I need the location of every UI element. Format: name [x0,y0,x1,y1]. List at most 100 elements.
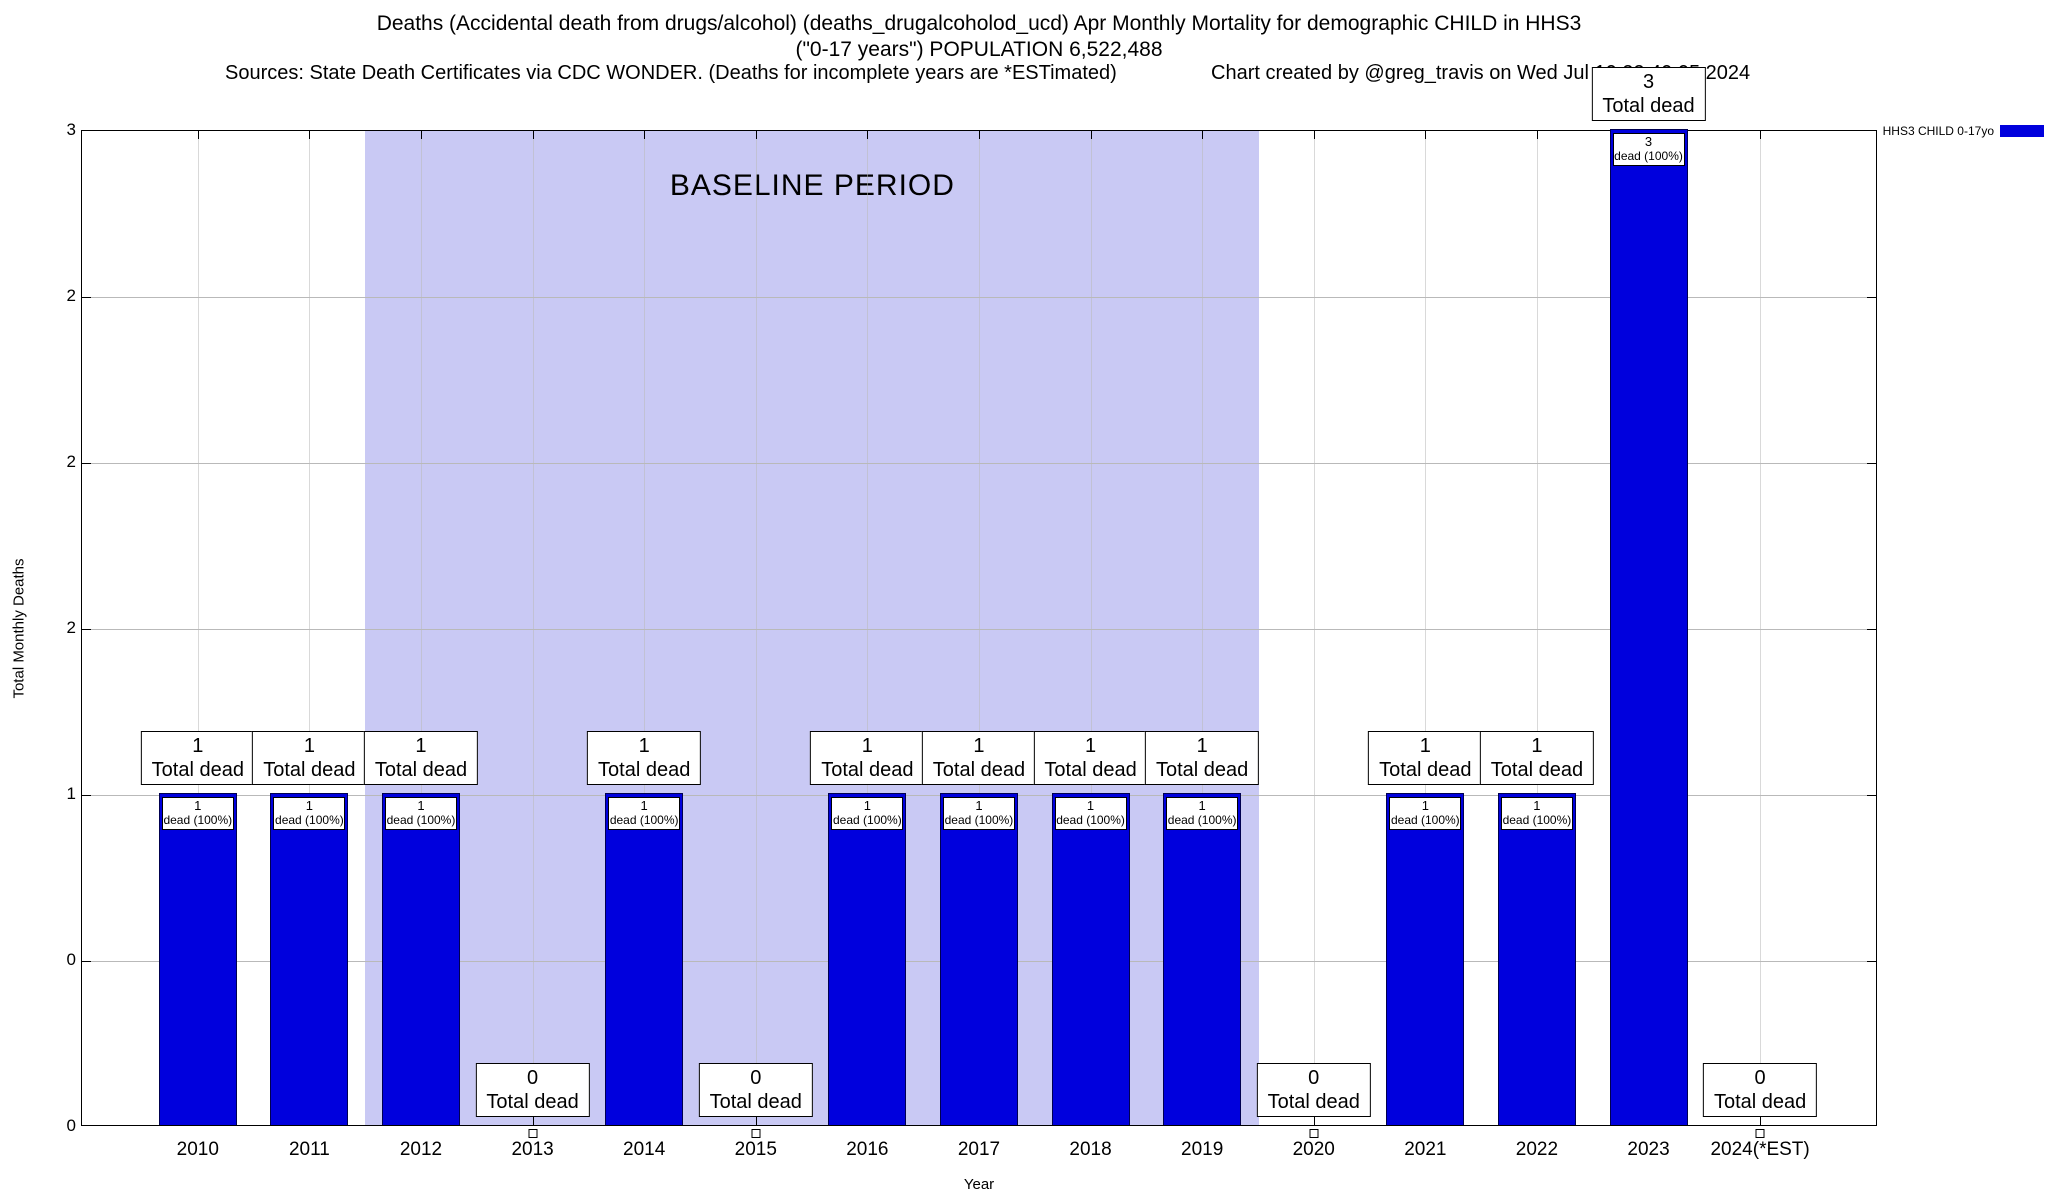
x-axis-label: Year [963,1176,995,1193]
bar-count-label: 3 dead (100%) [1612,133,1685,166]
zero-value-marker [1755,1129,1765,1138]
bar-count-label: 1 dead (100%) [1500,797,1573,830]
total-dead-suffix: Total dead [821,759,914,781]
y-tick-label: 0 [66,950,76,969]
gridline-x [420,131,422,1125]
x-tick-label: 2022 [1515,1139,1559,1160]
x-tick-label: 2020 [1292,1139,1335,1160]
total-dead-suffix: Total dead [932,759,1026,781]
x-tick-label: 2014 [623,1139,666,1160]
bar: 1 dead (100%) [1497,793,1576,1125]
y-tick-label: 1 [66,784,76,803]
gridline-x [1090,131,1092,1125]
x-tick-label: 2024(*EST) [1710,1139,1810,1160]
total-dead-value: 1 [1419,735,1431,757]
total-dead-suffix: Total dead [151,759,244,781]
bar: 1 dead (100%) [1051,793,1130,1125]
total-dead-label: 1 Total dead [1144,731,1260,785]
year-slot: 1 dead (100%) 1 Total dead 2014 [587,131,702,1160]
total-dead-label: 1 Total dead [140,731,255,785]
y-tick-label: 2 [66,452,76,471]
total-dead-label: 0 Total dead [475,1063,590,1117]
gridline-x [1536,131,1538,1125]
bar: 1 dead (100%) [381,793,460,1125]
total-dead-value: 0 [750,1067,762,1089]
bar-count-suffix: dead (100%) [386,812,456,827]
year-slot: 1 dead (100%) 1 Total dead 2017 [921,131,1037,1160]
total-dead-value: 0 [1308,1067,1320,1089]
x-tickmark-top [197,131,199,139]
total-dead-label: 1 Total dead [587,731,702,785]
bar-count-label: 1 dead (100%) [1389,797,1462,830]
gridline-x [532,131,534,1125]
total-dead-suffix: Total dead [1044,759,1137,781]
gridline-x [197,131,199,1125]
year-slot: 1 dead (100%) 1 Total dead 2021 [1368,131,1483,1160]
year-slot: 1 dead (100%) 1 Total dead 2016 [810,131,925,1160]
bar-count-label: 1 dead (100%) [1054,797,1127,830]
bar: 1 dead (100%) [939,793,1018,1125]
gridline-x [867,131,869,1125]
total-dead-suffix: Total dead [1155,759,1249,781]
total-dead-suffix: Total dead [709,1091,802,1113]
bar: 1 dead (100%) [1386,793,1465,1125]
bar-count-value: 1 [975,798,983,813]
y-tick-label: 0 [66,1116,76,1135]
total-dead-suffix: Total dead [1602,95,1695,117]
bar-count-label: 1 dead (100%) [161,797,234,830]
total-dead-suffix: Total dead [598,759,691,781]
total-dead-value: 0 [527,1067,539,1089]
bar-count-value: 3 [1644,134,1653,149]
total-dead-suffix: Total dead [1490,759,1584,781]
total-dead-suffix: Total dead [1713,1091,1807,1113]
gridline-x [755,131,757,1125]
total-dead-value: 1 [1531,735,1543,757]
total-dead-label: 1 Total dead [1033,731,1148,785]
x-tickmark-top [1425,131,1427,139]
bar-count-label: 1 dead (100%) [1166,797,1239,830]
bar-slots: 1 dead (100%) 1 Total dead 2010 1 dead (100%) 1… [82,67,1876,1160]
year-slot: 0 Total dead 2024(*EST) [1702,131,1818,1160]
y-tickmark [82,463,91,464]
total-dead-value: 1 [192,735,204,757]
bar-count-suffix: dead (100%) [833,812,902,827]
y-tickmark [1867,795,1876,796]
x-tickmark-bottom [1760,1117,1762,1125]
legend-swatch [2000,125,2044,137]
bar-count-value: 1 [1198,798,1206,813]
total-dead-value: 1 [638,735,650,757]
bar-count-suffix: dead (100%) [1614,148,1683,163]
total-dead-value: 3 [1642,71,1655,93]
gridline-x [1760,131,1762,1125]
x-tick-label: 2013 [511,1139,554,1160]
total-dead-label: 1 Total dead [1368,731,1483,785]
y-tickmark [82,297,91,298]
x-tick-label: 2021 [1404,1139,1447,1160]
bar-count-suffix: dead (100%) [1056,812,1125,827]
legend-label: HHS3 CHILD 0-17yo [1882,124,1994,138]
total-dead-suffix: Total dead [1379,759,1472,781]
bar-count-label: 1 dead (100%) [384,797,457,830]
total-dead-label: 0 Total dead [698,1063,813,1117]
legend: HHS3 CHILD 0-17yo [1883,124,2044,138]
total-dead-suffix: Total dead [374,759,468,781]
total-dead-value: 0 [1754,1067,1766,1089]
x-tickmark-top [1760,131,1762,139]
x-tick-label: 2015 [734,1139,777,1160]
x-tickmark-bottom [755,1117,757,1125]
year-slot: 1 dead (100%) 1 Total dead 2022 [1479,131,1595,1160]
zero-value-marker [1309,1129,1319,1138]
x-tickmark-top [1202,131,1204,139]
x-tickmark-bottom [1313,1117,1315,1125]
year-slot: 0 Total dead 2020 [1256,131,1371,1160]
y-tickmark [82,795,91,796]
y-tickmark [1867,463,1876,464]
total-dead-value: 1 [861,735,873,757]
bar-count-value: 1 [417,798,425,813]
total-dead-value: 1 [1196,735,1208,757]
x-tick-label: 2010 [176,1139,219,1160]
x-tick-label: 2012 [399,1139,443,1160]
bar-count-suffix: dead (100%) [944,812,1014,827]
y-tick-label: 2 [66,286,76,305]
total-dead-suffix: Total dead [486,1091,579,1113]
